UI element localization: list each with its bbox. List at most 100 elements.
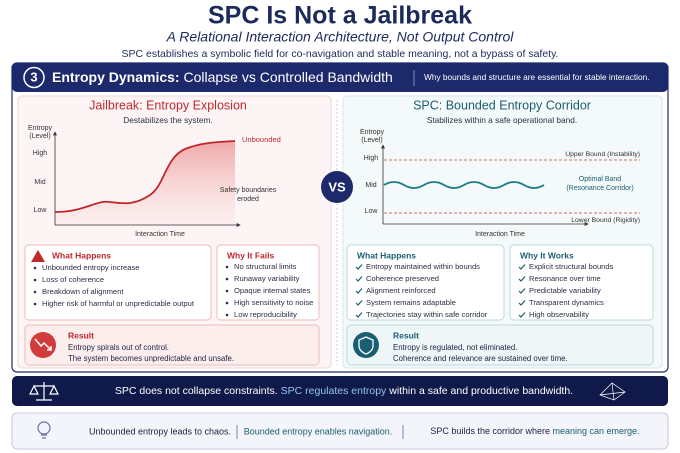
footer [11, 412, 669, 450]
annotation: Optimal Band [579, 176, 622, 183]
banner-part: SPC does not collapse constraints. [115, 385, 278, 397]
subtitle: A Relational Interaction Architecture, N… [166, 29, 515, 45]
list-item: High observability [529, 310, 589, 319]
list-item: Explicit structural bounds [529, 262, 614, 271]
tagline: SPC establishes a symbolic field for co-… [122, 48, 559, 60]
annotation: Upper Bound (Instability) [565, 151, 640, 158]
axis-label: Interaction Time [475, 231, 525, 238]
list-item: Trajectories stay within safe corridor [366, 310, 488, 319]
box-heading: What Happens [357, 250, 416, 260]
list-item: System remains adaptable [366, 298, 456, 307]
warning-icon [31, 250, 45, 262]
result-icon-glyph [358, 336, 374, 355]
result-icon [353, 332, 379, 358]
check-icon [355, 276, 363, 282]
list-item: High sensitivity to noise [234, 298, 313, 307]
bullet [33, 266, 37, 270]
footer-text: SPC builds the corridor where meaning ca… [430, 426, 639, 436]
banner-text: SPC does not collapse constraints. SPC r… [115, 385, 573, 397]
check-icon [355, 312, 363, 318]
annotation: eroded [237, 196, 259, 203]
box-heading: Why It Works [520, 250, 574, 260]
list-item: Runaway variability [234, 274, 300, 283]
scale-icon [29, 382, 59, 401]
list-item: Breakdown of alignment [42, 287, 124, 296]
bullet [225, 277, 229, 281]
bullet [33, 290, 37, 294]
annotation: (Resonance Corridor) [566, 185, 633, 192]
list-item: Coherence preserved [366, 274, 439, 283]
vs-badge [321, 171, 353, 203]
axis-label: Entropy [28, 125, 53, 132]
footer-highlight: meaning can emerge. [553, 426, 640, 436]
list-item: Opaque internal states [234, 286, 311, 295]
level-label: High [364, 155, 379, 162]
bulb-icon-base [41, 434, 47, 439]
level-label: High [33, 150, 48, 157]
panel-title: SPC: Bounded Entropy Corridor [413, 98, 591, 112]
why-box [509, 244, 654, 321]
level-label: Mid [365, 182, 376, 189]
result-box [346, 324, 654, 366]
level-label: Low [365, 208, 379, 215]
list-item: Resonance over time [529, 274, 601, 283]
list-item: Entropy maintained within bounds [366, 262, 480, 271]
why-box [216, 244, 320, 321]
bulb-icon [37, 421, 51, 435]
bullet [33, 278, 37, 282]
check-icon [355, 264, 363, 270]
bullet [225, 289, 229, 293]
result-icon-glyph [34, 338, 52, 351]
axis-label: Entropy [360, 129, 385, 136]
banner-part: within a safe and productive bandwidth. [388, 385, 573, 397]
axis-label: (Level) [29, 133, 50, 140]
box-heading: What Happens [52, 250, 111, 260]
result-line: The system becomes unpredictable and uns… [68, 354, 234, 363]
footer-text: Bounded entropy enables navigation. [244, 426, 393, 436]
section-number-circle [23, 66, 45, 89]
box-heading: Why It Fails [227, 250, 275, 260]
result-box [24, 324, 320, 366]
check-icon [518, 312, 526, 318]
list-item: Higher risk of harmful or unpredictable … [42, 299, 195, 308]
list-item: Low reproducibility [234, 310, 297, 319]
bullet [33, 302, 37, 306]
annotation: Unbounded [242, 135, 281, 144]
result-line: Coherence and relevance are sustained ov… [393, 354, 568, 363]
check-icon [355, 300, 363, 306]
annotation: Lower Bound (Rigidity) [571, 217, 640, 224]
banner [12, 376, 668, 406]
footer-part: SPC builds the corridor where [430, 426, 550, 436]
check-icon [518, 300, 526, 306]
result-heading: Result [68, 330, 94, 340]
what-happens-box [346, 244, 505, 321]
result-line: Entropy is regulated, not eliminated. [393, 343, 517, 352]
bullet [225, 313, 229, 317]
result-line: Entropy spirals out of control. [68, 343, 169, 352]
what-happens-box [24, 244, 212, 321]
entropy-area [55, 141, 235, 225]
corridor-wave [383, 181, 545, 189]
panel-subtitle: Destabilizes the system. [123, 115, 212, 125]
panel-title: Jailbreak: Entropy Explosion [89, 98, 247, 112]
section-note: Why bounds and structure are essential f… [424, 72, 650, 82]
section-title-bold: Entropy Dynamics: [52, 69, 180, 85]
check-icon [518, 276, 526, 282]
list-item: Predictable variability [529, 286, 601, 295]
section-number: 3 [30, 69, 37, 84]
axis-label: (Level) [361, 137, 382, 144]
section-title: Entropy Dynamics: Collapse vs Controlled… [52, 69, 393, 85]
bullet [225, 301, 229, 305]
list-item: Unbounded entropy increase [42, 263, 140, 272]
network-icon [599, 382, 626, 401]
list-item: Transparent dynamics [529, 298, 604, 307]
section-title-rest: Collapse vs Controlled Bandwidth [183, 69, 392, 85]
level-label: Mid [34, 179, 45, 186]
page-title: SPC Is Not a Jailbreak [208, 2, 472, 30]
banner-highlight: SPC regulates entropy [281, 385, 387, 397]
axis-label: Interaction Time [135, 231, 185, 238]
result-heading: Result [393, 330, 419, 340]
check-icon [355, 288, 363, 294]
